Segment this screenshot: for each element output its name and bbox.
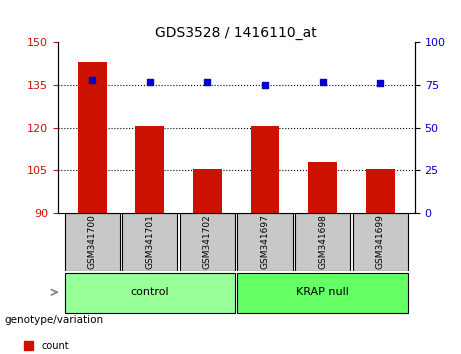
FancyBboxPatch shape xyxy=(65,273,235,313)
Bar xyxy=(193,169,222,213)
Text: GSM341699: GSM341699 xyxy=(376,215,385,269)
Bar xyxy=(251,126,279,213)
FancyBboxPatch shape xyxy=(237,273,408,313)
Title: GDS3528 / 1416110_at: GDS3528 / 1416110_at xyxy=(155,26,317,40)
Text: control: control xyxy=(130,287,169,297)
FancyBboxPatch shape xyxy=(295,213,350,271)
Point xyxy=(146,79,154,85)
Text: GSM341698: GSM341698 xyxy=(318,215,327,269)
FancyBboxPatch shape xyxy=(237,213,293,271)
Bar xyxy=(366,169,395,213)
Text: GSM341700: GSM341700 xyxy=(88,215,97,269)
Legend: count, percentile rank within the sample: count, percentile rank within the sample xyxy=(20,337,210,354)
Bar xyxy=(308,162,337,213)
FancyBboxPatch shape xyxy=(122,213,177,271)
Point xyxy=(204,79,211,85)
Text: KRAP null: KRAP null xyxy=(296,287,349,297)
FancyBboxPatch shape xyxy=(65,213,120,271)
Text: genotype/variation: genotype/variation xyxy=(5,315,104,325)
Text: GSM341702: GSM341702 xyxy=(203,215,212,269)
Text: GSM341697: GSM341697 xyxy=(260,215,270,269)
Point xyxy=(261,82,269,88)
Bar xyxy=(78,62,106,213)
FancyBboxPatch shape xyxy=(180,213,235,271)
Point xyxy=(89,77,96,83)
Bar xyxy=(136,126,164,213)
FancyBboxPatch shape xyxy=(353,213,408,271)
Point xyxy=(319,79,326,85)
Text: GSM341701: GSM341701 xyxy=(145,215,154,269)
Point xyxy=(377,81,384,86)
